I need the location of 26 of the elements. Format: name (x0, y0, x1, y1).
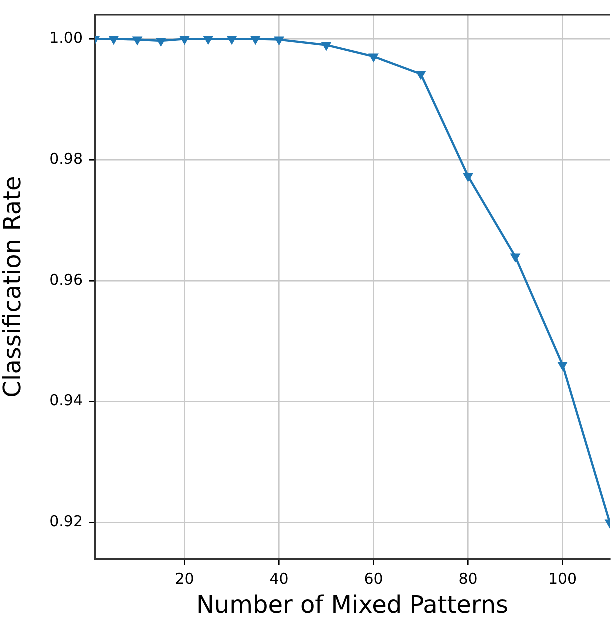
point (203, 36, 214, 46)
point (180, 36, 190, 46)
x-tick-label: 60 (364, 570, 384, 588)
point (250, 36, 261, 46)
y-tick-label: 0.96 (50, 270, 83, 289)
point (274, 36, 284, 46)
point (510, 254, 521, 263)
point (558, 362, 568, 371)
y-tick-label: 0.98 (50, 150, 83, 168)
x-axis-title: Number of Mixed Patterns (196, 590, 509, 619)
y-axis-title: Classification Rate (0, 176, 27, 398)
x-tick-label: 100 (548, 570, 578, 588)
y-tick-label: 1.00 (50, 29, 83, 48)
x-tick-label: 20 (175, 570, 194, 588)
point (108, 36, 120, 46)
point (416, 71, 426, 80)
y-tick-label: 0.94 (50, 392, 83, 410)
x-tick-label: 40 (270, 570, 289, 588)
x-tick-label: 80 (458, 570, 478, 588)
point (226, 36, 238, 46)
point (156, 38, 166, 47)
y-tick-label: 0.92 (50, 512, 83, 531)
point (368, 54, 379, 63)
point (132, 36, 143, 46)
point (321, 42, 332, 52)
point (463, 173, 474, 182)
